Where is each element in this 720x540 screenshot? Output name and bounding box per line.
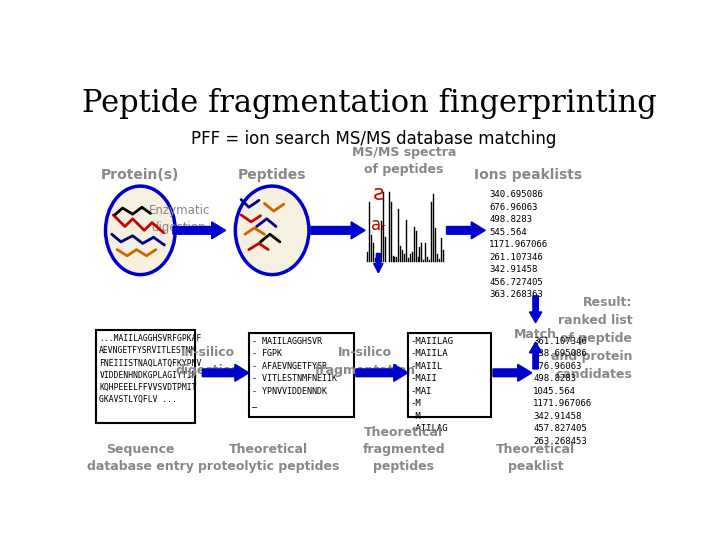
Text: ƨ: ƨ xyxy=(373,184,384,204)
Polygon shape xyxy=(446,222,485,239)
Text: Theoretical
peaklist: Theoretical peaklist xyxy=(496,443,575,473)
Text: ...MAIILAGGHSVRFGPKAF
AEVNGETFYSRVITLESTNM
FNEIIISTNAQLATQFKYPNV
VIDDENHNDKGPLAG: ...MAIILAGGHSVRFGPKAF AEVNGETFYSRVITLEST… xyxy=(99,334,202,404)
Polygon shape xyxy=(493,364,532,381)
Polygon shape xyxy=(202,364,249,381)
Text: Theoretical
fragmented
peptides: Theoretical fragmented peptides xyxy=(363,426,445,473)
Text: 340.695086
676.96063
498.8283
545.564
1171.967066
261.107346
342.91458
456.72740: 340.695086 676.96063 498.8283 545.564 11… xyxy=(489,190,548,299)
Ellipse shape xyxy=(235,186,309,275)
Polygon shape xyxy=(529,342,542,369)
Text: In-silico
fragmentation: In-silico fragmentation xyxy=(315,346,415,377)
Polygon shape xyxy=(529,296,542,323)
Polygon shape xyxy=(374,253,383,273)
Ellipse shape xyxy=(106,186,175,275)
Text: Peptides: Peptides xyxy=(238,168,307,182)
Text: Enzymatic
digestion: Enzymatic digestion xyxy=(148,204,210,234)
Bar xyxy=(408,333,492,417)
Text: Protein(s): Protein(s) xyxy=(102,168,179,182)
Text: - MAIILAGGHSVR
- FGPK
- AFAEVNGETFYSR
- VITLESTNMFNEIIK
- YPNVVIDDENNDK
_: - MAIILAGGHSVR - FGPK - AFAEVNGETFYSR - … xyxy=(252,336,337,408)
Text: Result:
ranked list
of peptide
and protein
candidates: Result: ranked list of peptide and prote… xyxy=(551,296,632,381)
Polygon shape xyxy=(311,222,365,239)
Text: Ions peaklists: Ions peaklists xyxy=(474,168,582,182)
Text: MS/MS spectra
of peptides: MS/MS spectra of peptides xyxy=(351,146,456,176)
Text: aᵣ: aᵣ xyxy=(372,217,386,234)
Polygon shape xyxy=(173,222,225,239)
Text: Match: Match xyxy=(514,328,557,341)
Text: -MAIILAG
-MAIILA
-MAIIL
-MAII
-MAI
-M
-M
-AIILAG: -MAIILAG -MAIILA -MAIIL -MAII -MAI -M -M… xyxy=(411,336,454,433)
Text: Theoretical
proteolytic peptides: Theoretical proteolytic peptides xyxy=(197,443,339,473)
Text: 361.107346
338.695086
676.96063
498.8283
1045.564
1171.967066
342.91458
457.8274: 361.107346 338.695086 676.96063 498.8283… xyxy=(534,336,593,446)
Text: PFF = ion search MS/MS database matching: PFF = ion search MS/MS database matching xyxy=(191,130,556,148)
Bar xyxy=(249,333,354,417)
Bar xyxy=(96,330,195,423)
Text: In-silico
digestion: In-silico digestion xyxy=(175,346,240,377)
Polygon shape xyxy=(356,364,408,381)
Text: Peptide fragmentation fingerprinting: Peptide fragmentation fingerprinting xyxy=(81,88,657,119)
Text: Sequence
database entry: Sequence database entry xyxy=(87,443,194,473)
